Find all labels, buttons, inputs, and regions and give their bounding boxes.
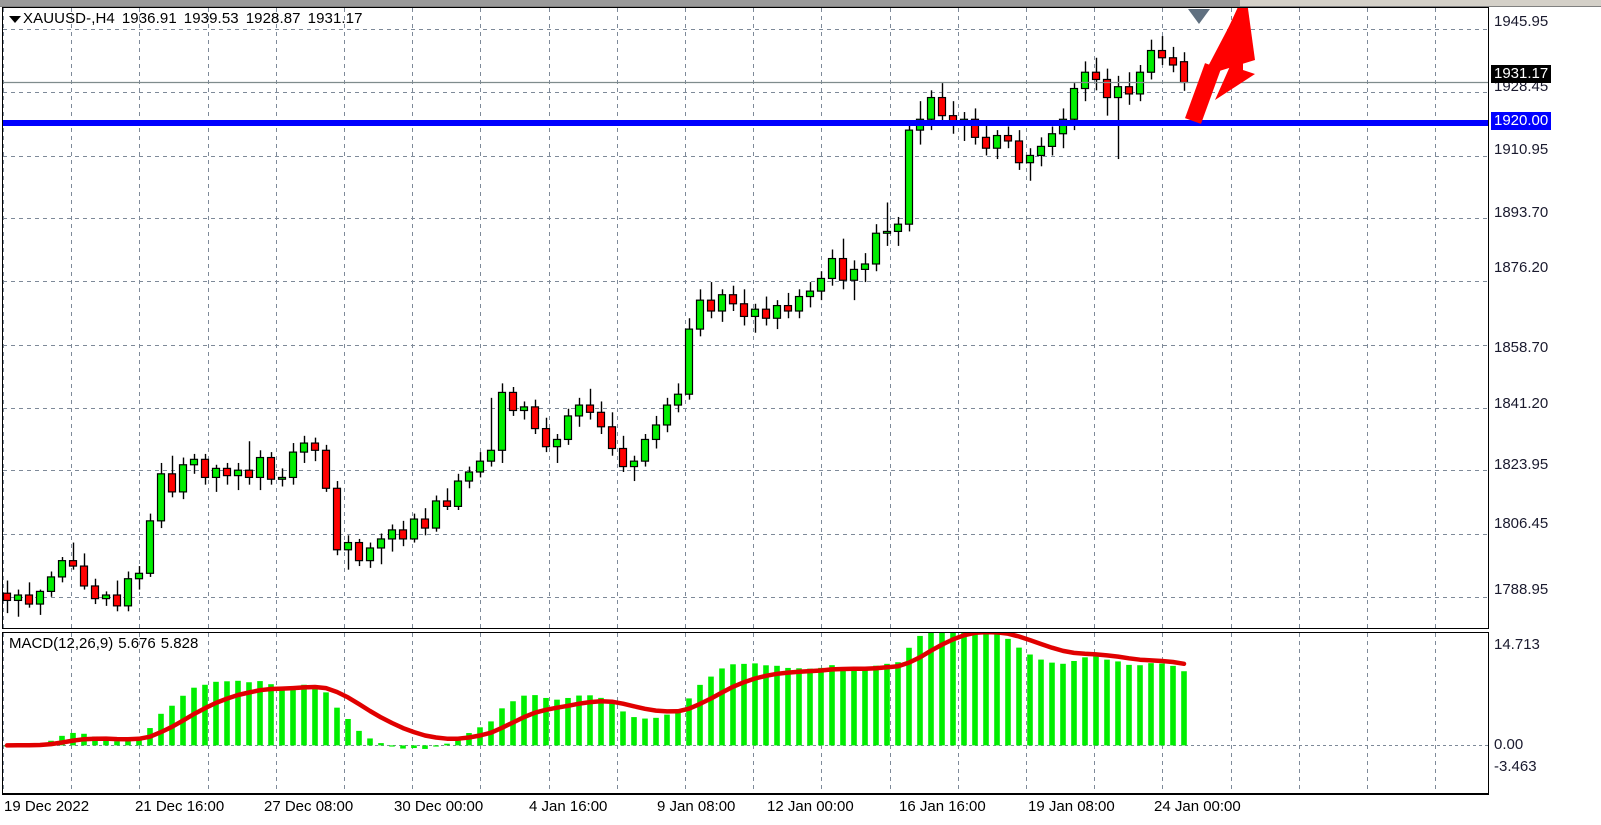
macd-signal-value: 5.828 [160, 635, 199, 652]
time-axis-tick: 30 Dec 00:00 [394, 798, 484, 815]
time-axis-tick: 4 Jan 16:00 [529, 798, 608, 815]
price-axis-tick: 1945.95 [1494, 13, 1549, 30]
time-axis-tick: 19 Dec 2022 [4, 798, 90, 815]
price-axis-tick: 1858.70 [1494, 339, 1549, 356]
horizontal-scrollbar[interactable] [0, 0, 1601, 7]
header-symbol: XAUUSD-,H4 [23, 10, 115, 27]
price-axis-tick: 1893.70 [1494, 204, 1549, 221]
header-high: 1939.53 [183, 10, 239, 27]
price-axis[interactable]: 1945.95 1931.17 1928.45 1920.00 1910.95 1893.… [1490, 7, 1601, 629]
price-axis-tick: 1806.45 [1494, 515, 1549, 532]
macd-plot [3, 633, 1488, 793]
macd-axis-tick: 0.00 [1494, 736, 1524, 753]
price-axis-tick: 1788.95 [1494, 581, 1549, 598]
header-open: 1936.91 [121, 10, 177, 27]
last-price-label[interactable]: 1931.17 [1491, 65, 1552, 83]
scrollbar-thumb[interactable] [0, 0, 1240, 6]
time-axis-tick: 16 Jan 16:00 [899, 798, 986, 815]
price-axis-tick: 1876.20 [1494, 259, 1549, 276]
header-close: 1931.17 [307, 10, 363, 27]
price-plot [3, 8, 1488, 628]
time-axis-separator [2, 794, 1489, 795]
macd-axis-tick: -3.463 [1494, 758, 1537, 775]
macd-header-info: MACD(12,26,9) 5.676 5.828 [9, 635, 203, 652]
time-axis-tick: 24 Jan 00:00 [1154, 798, 1241, 815]
time-axis-tick: 9 Jan 08:00 [657, 798, 736, 815]
triangle-down-icon[interactable] [9, 16, 21, 23]
price-axis-tick: 1841.20 [1494, 395, 1549, 412]
price-chart-pane[interactable]: XAUUSD-,H4 1936.91 1939.53 1928.87 1931.17 [2, 7, 1489, 629]
time-axis[interactable]: 19 Dec 2022 21 Dec 16:00 27 Dec 08:00 30 De… [2, 795, 1489, 825]
header-low: 1928.87 [245, 10, 301, 27]
time-axis-tick: 19 Jan 08:00 [1028, 798, 1115, 815]
chart-header-info: XAUUSD-,H4 1936.91 1939.53 1928.87 1931.17 [23, 10, 363, 27]
macd-value-axis: 14.713 0.00 -3.463 [1490, 632, 1601, 794]
macd-value: 5.676 [118, 635, 156, 652]
macd-axis-tick: 14.713 [1494, 636, 1540, 653]
time-axis-tick: 12 Jan 00:00 [767, 798, 854, 815]
time-axis-tick: 27 Dec 08:00 [264, 798, 354, 815]
macd-label: MACD(12,26,9) [9, 635, 114, 652]
up-trend-arrow [1185, 8, 1255, 124]
time-axis-tick: 21 Dec 16:00 [135, 798, 225, 815]
price-axis-tick: 1823.95 [1494, 456, 1549, 473]
macd-indicator-pane[interactable]: MACD(12,26,9) 5.676 5.828 [2, 632, 1489, 794]
price-axis-tick: 1910.95 [1494, 141, 1549, 158]
price-level-label[interactable]: 1920.00 [1491, 112, 1552, 130]
